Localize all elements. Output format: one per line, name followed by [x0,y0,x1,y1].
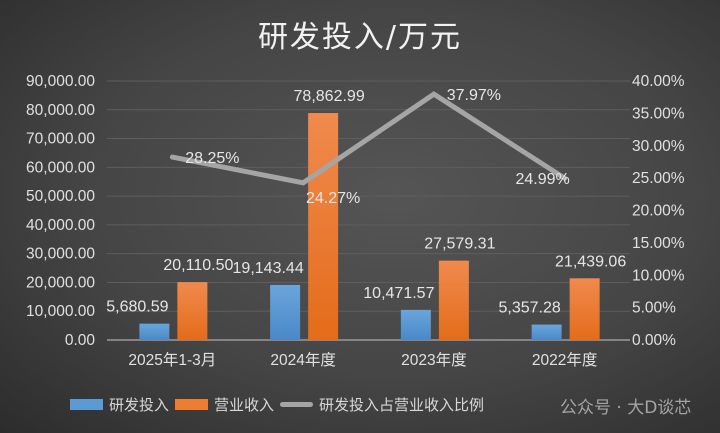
revenue-data-label: 78,862.99 [294,88,365,105]
y-left-tick: 40,000.00 [26,217,95,234]
y-left-tick: 80,000.00 [26,102,95,119]
x-tick: 2023年度 [401,351,466,369]
y-left-tick: 50,000.00 [26,188,95,205]
x-tick: 2022年度 [532,351,597,369]
legend-item-rd: 研发投入 [70,394,169,415]
y-right-tick: 0.00% [632,332,676,349]
legend-swatch [70,399,103,410]
y-left-tick: 20,000.00 [26,274,95,291]
legend-label: 研发投入 [109,396,170,414]
y-left-tick: 0.00 [65,332,96,349]
ratio-data-label: 24.27% [306,190,360,207]
revenue-bar [177,282,208,340]
revenue-bar [438,260,469,340]
ratio-data-label: 24.99% [515,171,569,188]
ratio-data-label: 28.25% [185,150,239,167]
revenue-data-label: 20,110.50 [163,257,233,274]
y-right-tick: 25.00% [632,170,685,187]
y-left-tick: 90,000.00 [26,73,95,90]
revenue-data-label: 21,439.06 [555,253,626,270]
legend-swatch [280,402,314,407]
rd-data-label: 10,471.57 [363,285,434,302]
y-right-tick: 20.00% [632,203,685,220]
legend-swatch [175,399,209,410]
legend-label: 研发投入占营业收入比例 [319,396,485,414]
rd-data-label: 5,357.28 [498,300,560,317]
revenue-data-label: 27,579.31 [424,236,495,253]
y-right-tick: 30.00% [632,138,685,155]
ratio-data-label: 37.97% [447,87,501,104]
rd-data-label: 19,143.44 [233,260,304,277]
rd-bar [270,284,301,340]
y-right-tick: 40.00% [632,73,685,90]
y-left-tick: 30,000.00 [26,246,95,263]
y-left-tick: 10,000.00 [26,303,95,320]
watermark: 公众号 · 大D谈芯 [560,398,692,418]
rd-bar [139,323,170,340]
y-right-tick: 15.00% [632,235,685,252]
ratio-line [169,91,568,186]
y-right-tick: 35.00% [632,105,685,122]
revenue-bar [569,278,600,340]
legend-item-ratio: 研发投入占营业收入比例 [280,394,484,415]
revenue-bar [308,113,339,341]
legend-label: 营业收入 [214,396,275,414]
y-right-tick: 10.00% [632,267,685,284]
rd-data-label: 5,680.59 [106,299,168,316]
y-right-tick: 5.00% [632,300,676,317]
chart-title: 研发投入/万元 [257,20,463,55]
legend: 研发投入 营业收入 研发投入占营业收入比例 [70,394,490,415]
x-tick: 2024年度 [270,351,335,369]
y-left-tick: 70,000.00 [26,131,95,148]
x-tick: 2025年1-3月 [128,351,216,369]
legend-item-revenue: 营业收入 [175,394,274,415]
y-left-tick: 60,000.00 [26,159,95,176]
rd-bar [531,324,562,340]
rd-bar [400,309,431,340]
